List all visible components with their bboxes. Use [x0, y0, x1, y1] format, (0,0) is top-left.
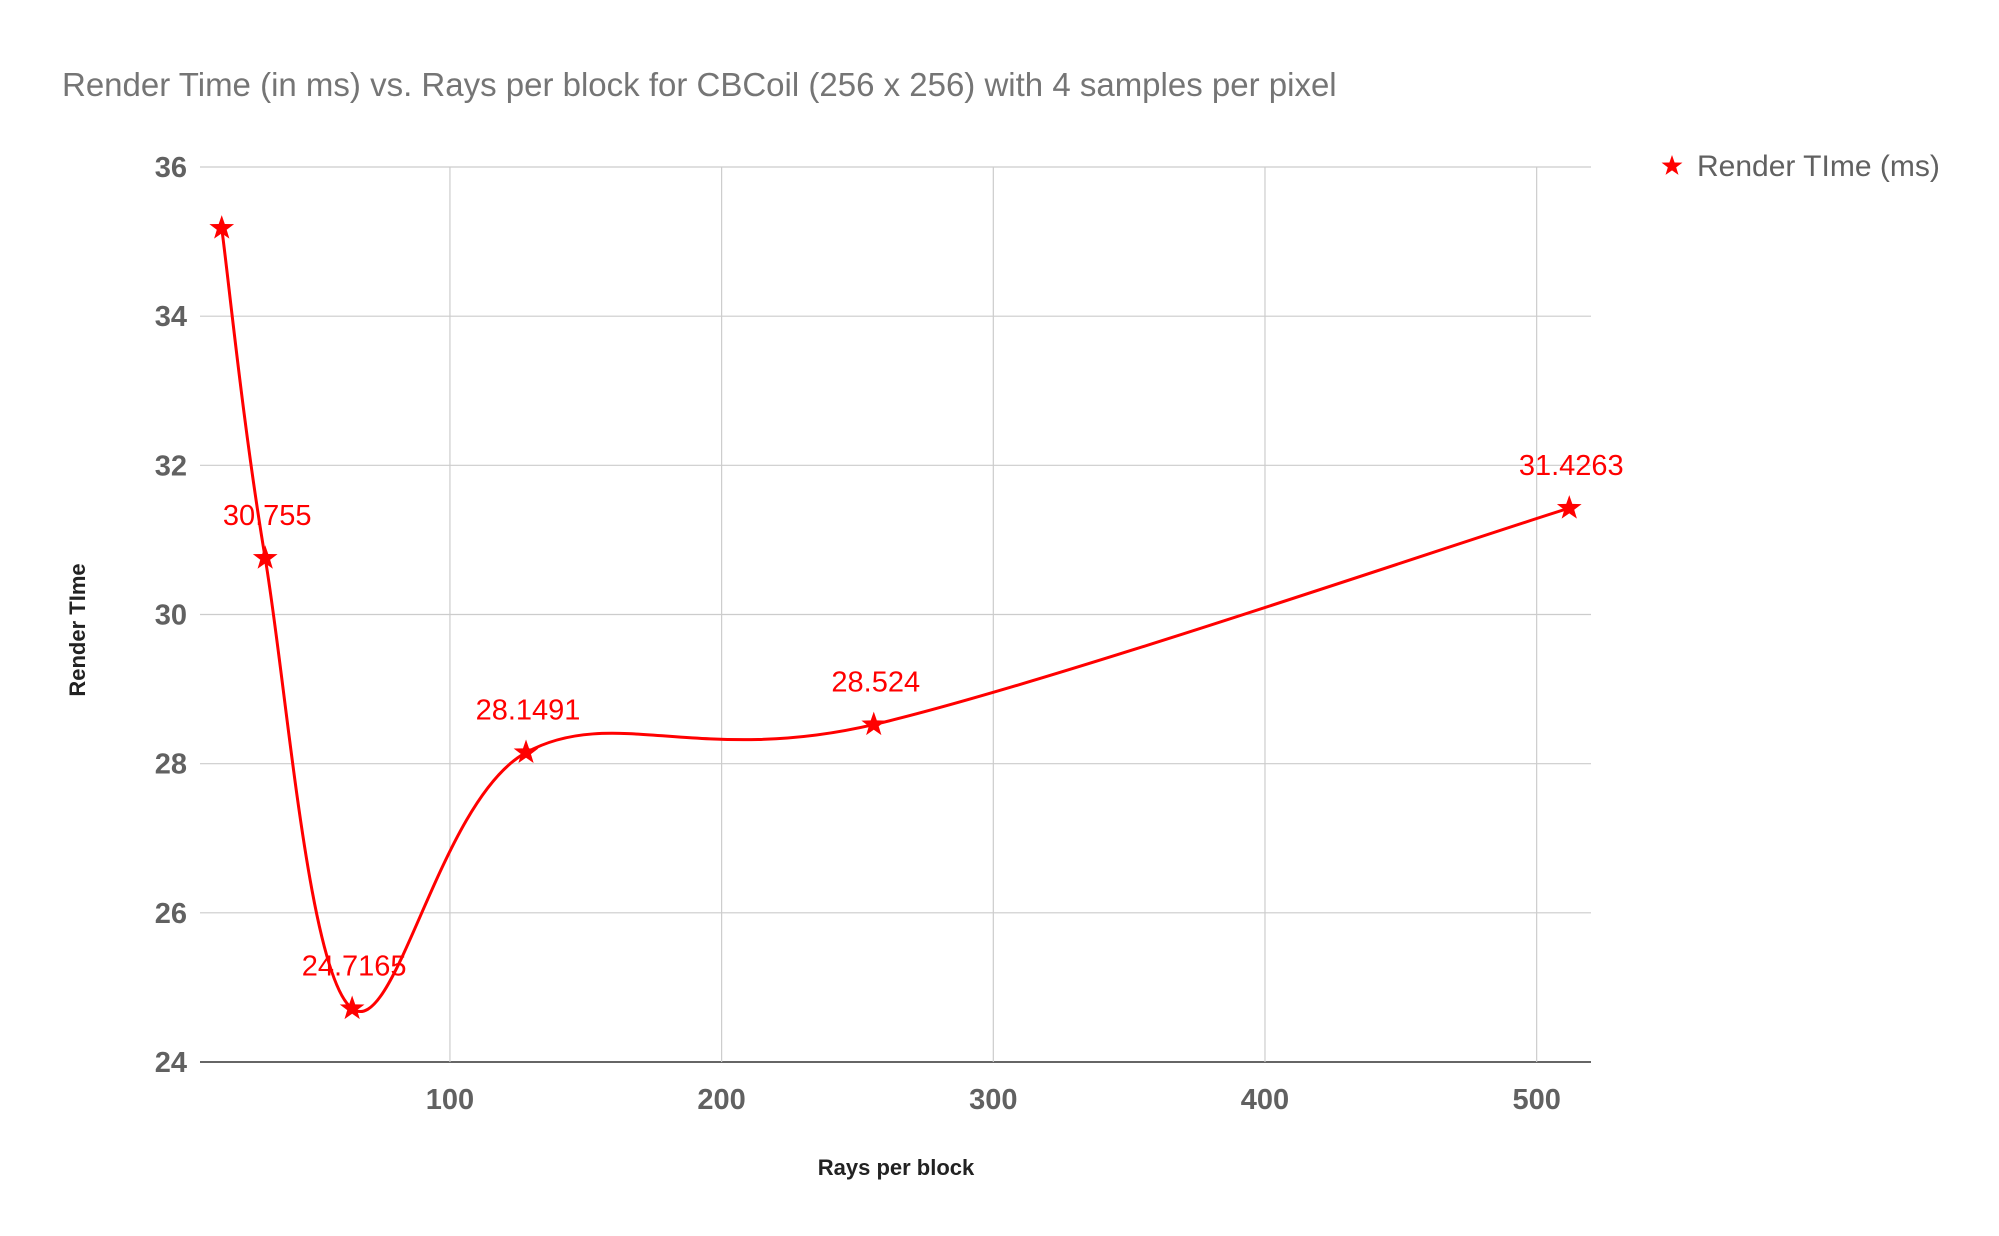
y-tick-label: 32	[155, 450, 187, 482]
legend: Render TIme (ms)	[1661, 150, 1940, 183]
x-tick-label: 300	[969, 1084, 1017, 1116]
y-tick-label: 30	[155, 600, 187, 632]
data-label: 28.1491	[476, 695, 581, 727]
x-tick-labels: 100 200 300 400 500	[426, 1084, 1561, 1116]
data-label: 30.755	[223, 500, 312, 532]
series-group: 30.755 24.7165 28.1491 28.524 31.4263	[209, 215, 1624, 1020]
y-tick-label: 36	[155, 152, 187, 184]
x-tick-label: 500	[1512, 1084, 1560, 1116]
grid	[200, 166, 1591, 1063]
x-tick-label: 100	[426, 1084, 474, 1116]
y-tick-labels: 24 26 28 30 32 34 36	[155, 152, 187, 1079]
legend-marker	[1661, 155, 1683, 175]
y-tick-label: 28	[155, 749, 187, 781]
legend-label: Render TIme (ms)	[1697, 150, 1940, 183]
x-tick-label: 200	[697, 1084, 745, 1116]
series-line	[220, 227, 1570, 1013]
chart-title: Render Time (in ms) vs. Rays per block f…	[62, 66, 1337, 103]
data-label: 28.524	[831, 667, 920, 699]
data-point-marker	[513, 739, 539, 764]
data-point-marker	[1556, 495, 1582, 519]
y-tick-label: 26	[155, 898, 187, 930]
x-axis-label: Rays per block	[818, 1155, 975, 1180]
y-axis-label: Render TIme	[65, 563, 90, 696]
y-tick-label: 24	[155, 1047, 187, 1079]
y-tick-label: 34	[155, 301, 187, 333]
data-point-marker	[252, 545, 278, 569]
data-label: 31.4263	[1519, 450, 1624, 482]
data-point-marker	[339, 995, 365, 1020]
x-tick-label: 400	[1241, 1084, 1289, 1116]
data-point-marker	[861, 711, 887, 736]
data-point-marker	[209, 215, 235, 239]
data-label: 24.7165	[302, 951, 407, 983]
